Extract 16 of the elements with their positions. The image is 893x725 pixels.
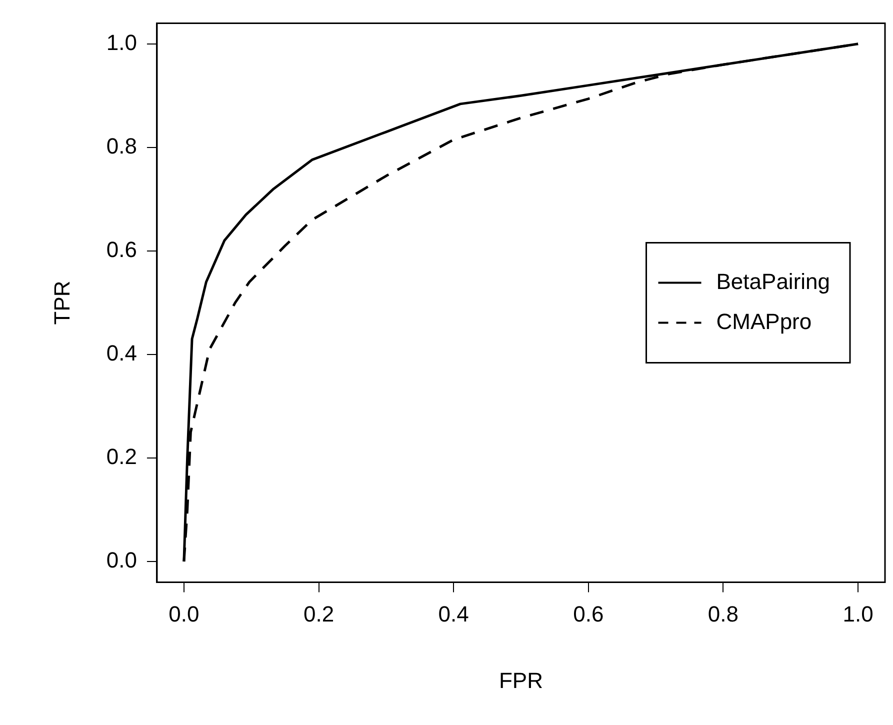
x-tick-label: 0.8 — [708, 601, 739, 626]
x-axis-title: FPR — [498, 668, 543, 693]
legend-label: BetaPairing — [716, 268, 830, 294]
x-tick-label: 1.0 — [842, 601, 874, 626]
y-tick-label: 0.4 — [106, 340, 137, 366]
y-tick-label: 0.6 — [106, 237, 137, 262]
y-tick-label: 0.8 — [106, 133, 137, 158]
y-tick-label: 1.0 — [106, 30, 137, 55]
x-tick-label: 0.6 — [573, 601, 604, 626]
x-tick-label: 0.0 — [168, 601, 200, 626]
y-axis-title: TPR — [49, 280, 74, 325]
y-tick-label: 0.2 — [106, 444, 137, 470]
x-tick-label: 0.2 — [303, 601, 334, 626]
y-tick-label: 0.0 — [106, 548, 137, 573]
x-tick-label: 0.4 — [438, 601, 469, 626]
legend-label: CMAPpro — [716, 308, 812, 334]
